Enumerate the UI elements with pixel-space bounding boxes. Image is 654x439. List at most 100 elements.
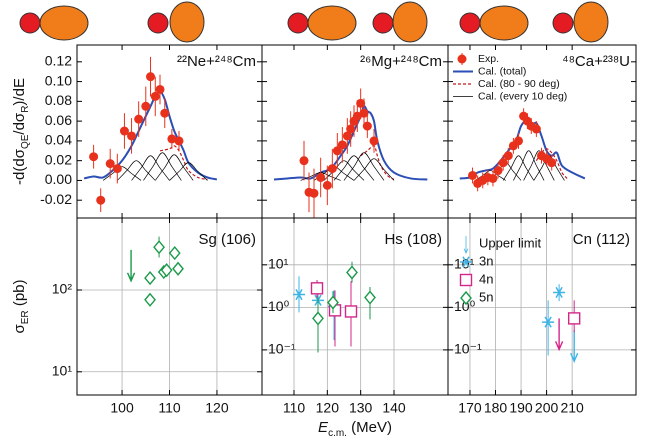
data-point [362,121,372,131]
data-point [344,305,358,318]
data-point [174,136,184,146]
plot-area [126,236,184,307]
curve [343,152,385,181]
curve [83,90,218,181]
data-point [337,140,347,150]
x-tick-label: 130 [349,400,373,416]
data-point [567,312,581,325]
data-point [160,108,170,118]
y-tick-label: 0.00 [45,171,72,187]
axis-label-part: σ [11,324,28,334]
x-tick-label: 140 [382,400,406,416]
legend-swatch [460,256,472,268]
legend-swatch [463,235,469,255]
data-point [332,146,342,156]
data-point [299,156,309,166]
data-point [168,245,181,261]
projectile-icon [19,12,41,34]
upper-limit-arrow [570,330,579,363]
legend-label: Upper limit [479,235,542,250]
data-point [498,158,508,168]
curve [360,145,395,180]
data-point [119,126,129,136]
axis-label: -d(dσQE/dσR)/dE [11,78,31,185]
data-point [155,84,165,94]
y-tick-label: 0.02 [45,151,72,167]
projectile-icon [372,12,394,34]
axis-label: σER (pb) [11,279,31,333]
curve [502,155,535,181]
data-point [144,292,156,307]
data-point [342,131,352,141]
plot-area [273,88,428,218]
projectile-icon [147,12,169,34]
legend-swatch [459,273,473,287]
target-icon [573,1,609,43]
y-tick-label: 10⁻¹ [454,341,482,357]
y-tick-label: 0.10 [45,72,72,88]
data-point [364,290,376,305]
x-tick-label: 180 [484,400,508,416]
curve [143,152,182,181]
axis-label-part: E [318,419,329,436]
projectile-icon [459,12,481,34]
legend-label: Exp. [478,53,499,65]
y-tick-label: 0.12 [45,53,72,69]
data-point [172,261,184,276]
x-tick-label: 120 [205,400,229,416]
upper-limit-arrow [126,249,136,283]
x-tick-label: 110 [158,400,181,416]
data-point [514,136,523,146]
curve [117,160,156,181]
panel-frame [447,44,637,219]
data-point [468,170,478,180]
curve [169,162,208,181]
data-point [127,131,137,141]
target-icon [479,5,529,41]
nuclei-icons [19,1,609,43]
plot-area [459,108,586,192]
y-tick-label: 0.08 [45,92,72,108]
data-point [153,240,165,255]
data-point [96,195,106,205]
curve [535,148,568,179]
y-tick-label: 10⁻¹ [268,341,296,357]
panel-label: Cn (112) [573,231,630,248]
data-point [553,286,566,299]
panel-label: ⁴⁸Ca+²³⁸U [562,53,630,70]
panel-label: ²⁶Mg+²⁴⁸Cm [360,53,442,70]
legend-label: 4n [479,271,493,286]
target-icon [39,5,89,41]
curve [333,155,375,181]
panel-frame [76,44,263,219]
axis-label-part: c.m. [328,428,347,439]
target-icon [392,1,428,43]
x-tick-label: 170 [458,400,482,416]
data-point [542,316,555,328]
data-point [346,265,358,280]
axis-label: Ec.m. (MeV) [318,419,392,439]
legend-label: Cal. (80 - 90 deg) [478,78,560,90]
curve [523,150,555,181]
curve [323,160,365,181]
panel-label: Hs (108) [384,231,442,248]
x-tick-label: 210 [560,400,584,416]
projectile-icon [287,12,309,34]
data-point [531,124,541,134]
data-point [141,101,151,111]
y-tick-label: 10² [52,281,73,297]
panel-label: ²²Ne+²⁴⁸Cm [177,53,256,70]
target-icon [169,1,205,43]
data-point [316,172,326,182]
x-tick-label: 190 [509,400,533,416]
axis-label-part: R [20,106,31,113]
axis-label-part: QE [20,134,31,149]
curve [459,120,586,180]
y-tick-label: 10¹ [52,362,73,378]
y-tick-label: 10¹ [268,256,289,272]
axis-label-part: (MeV) [347,419,392,436]
y-tick-label: 0.06 [45,112,72,128]
curve [131,155,170,181]
data-point [309,188,319,198]
